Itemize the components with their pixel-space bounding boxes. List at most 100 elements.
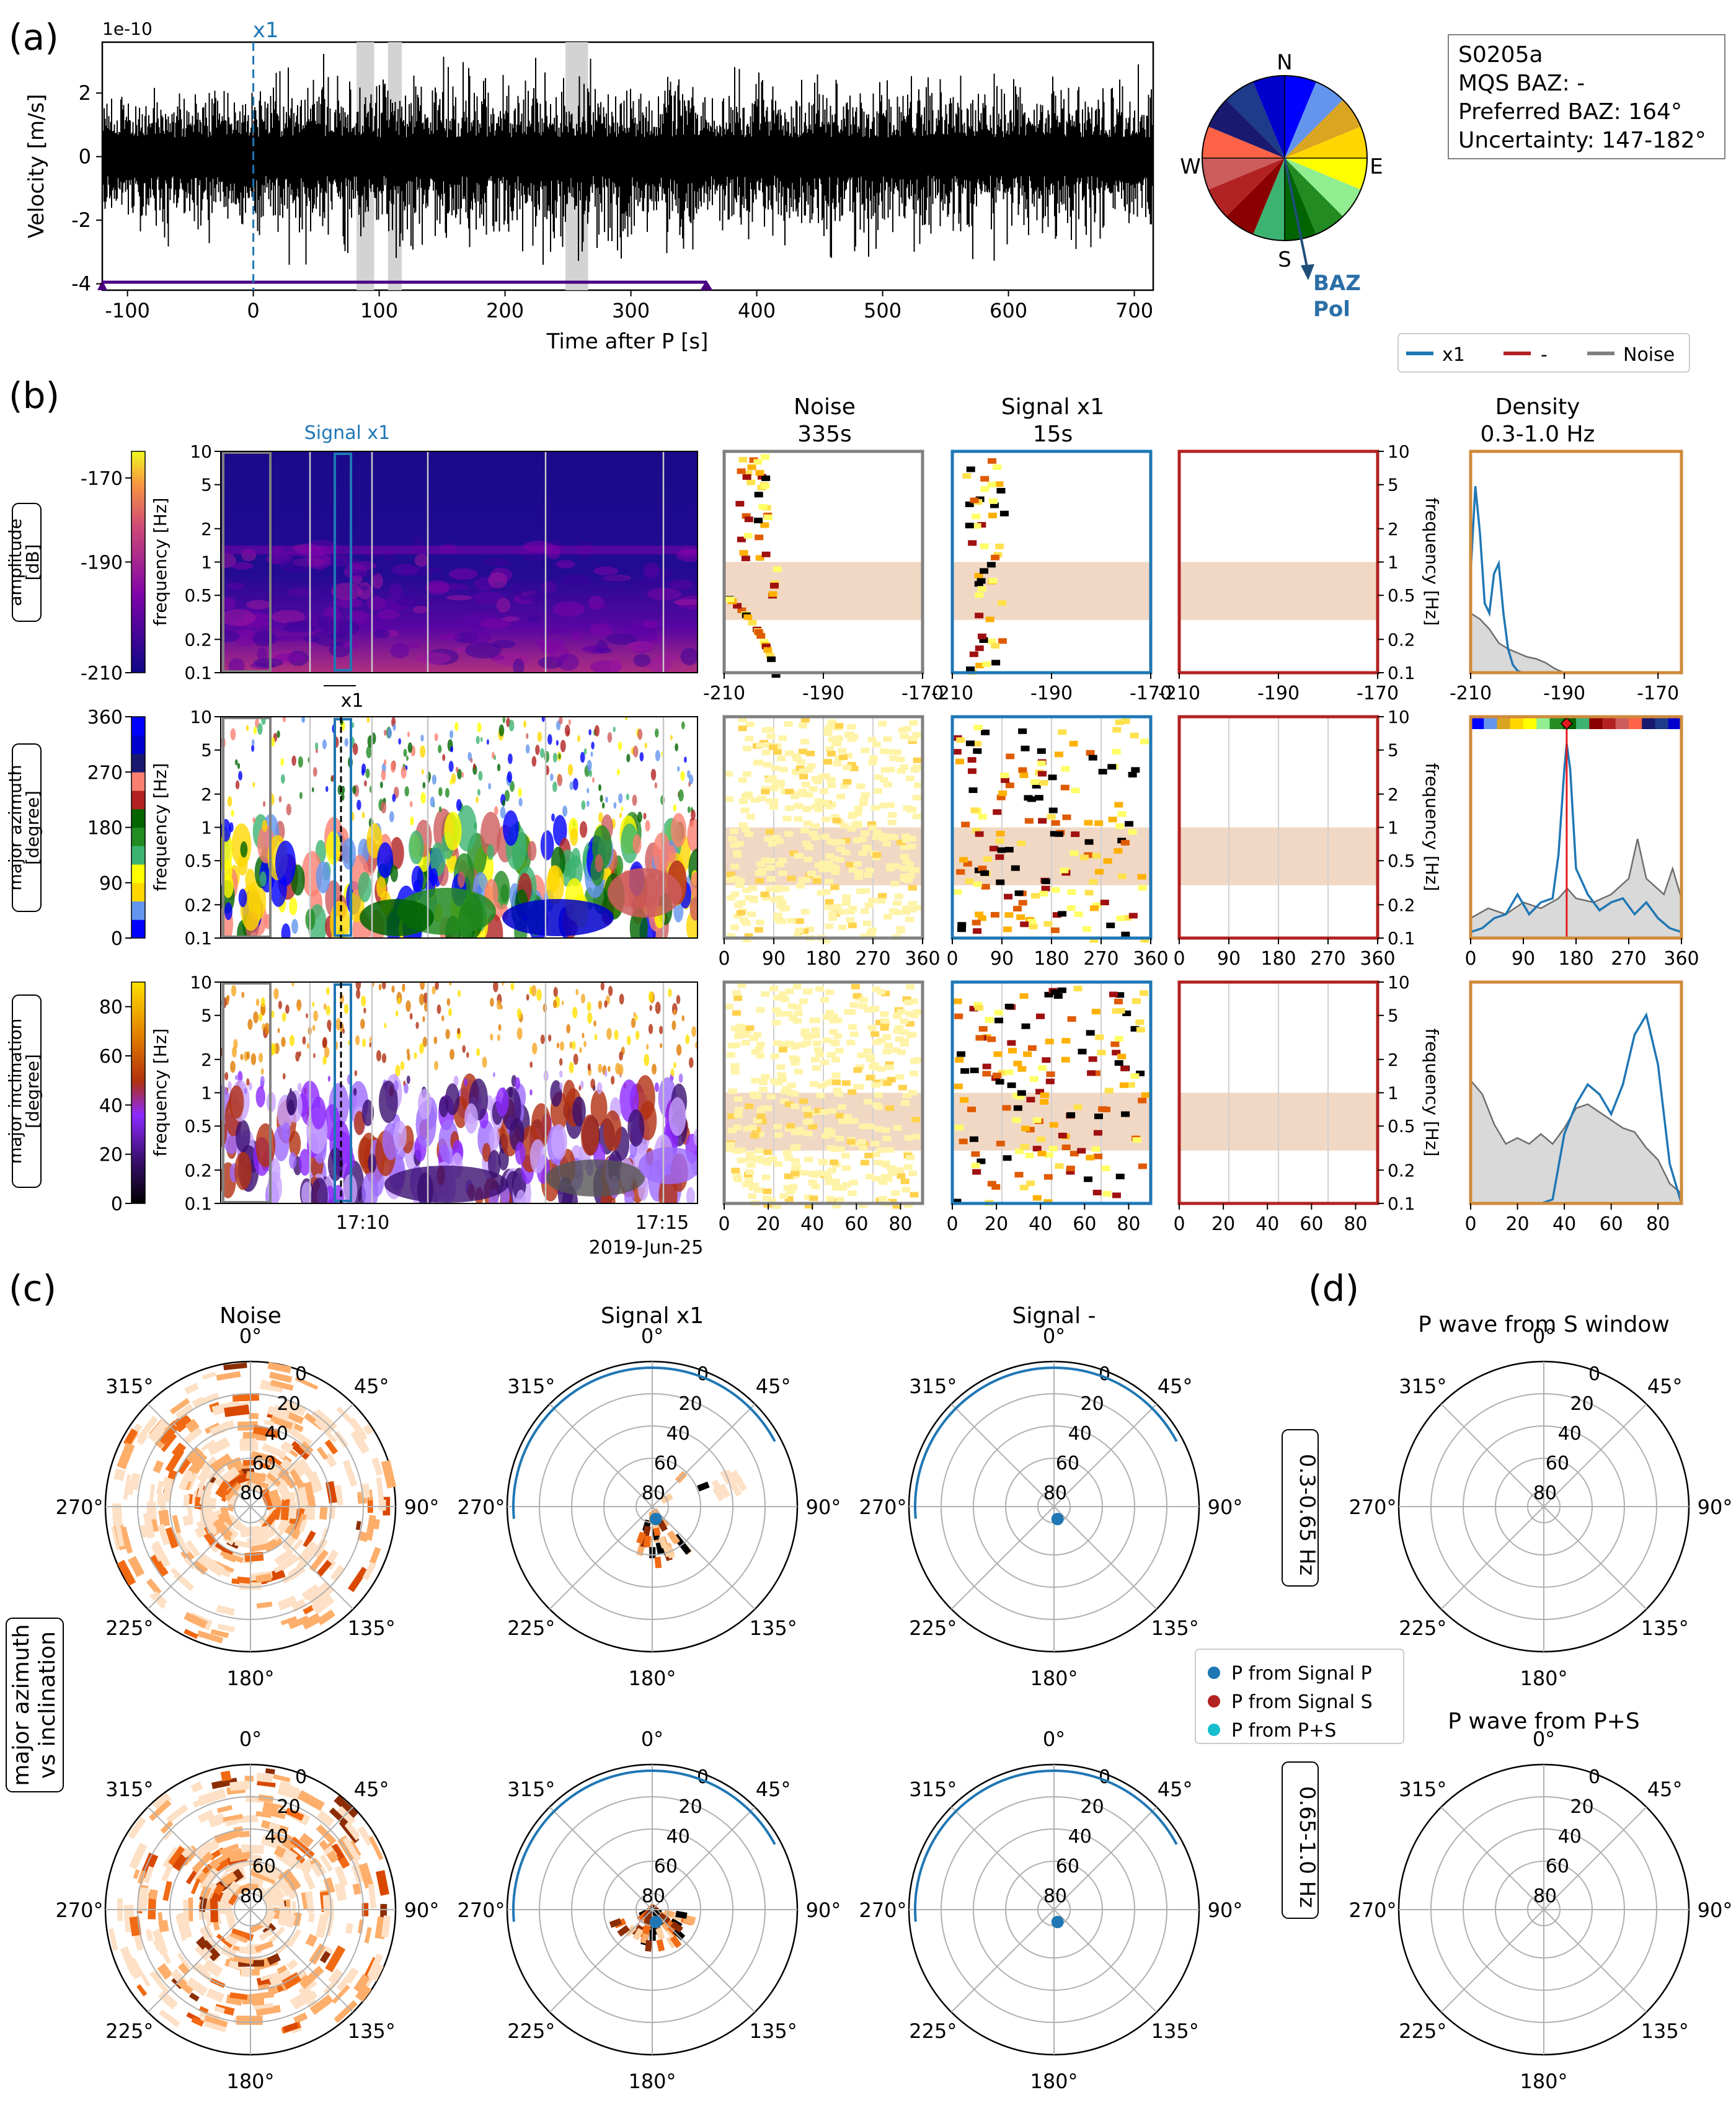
hist-cell-2-0-387 — [763, 1105, 773, 1112]
hist-cell-2-0-187 — [826, 1052, 836, 1058]
hist-cell-1-0-273 — [877, 898, 886, 904]
polar-anglelabel-5-3: 135° — [750, 2019, 797, 2043]
az-blob-223 — [590, 751, 593, 757]
az-blob-134 — [392, 724, 396, 731]
waveform-offset-text: 1e-10 — [102, 19, 153, 39]
hist-cell-2-1-129 — [994, 1009, 1003, 1016]
hist-cell-2-0-94 — [841, 1165, 851, 1171]
hist-cell-1-0-110 — [825, 866, 834, 872]
polar-noise-cell-0-258 — [298, 1519, 308, 1533]
inc-blob-141 — [490, 998, 494, 1007]
hist-xticklabel-1-1-4: 360 — [1133, 948, 1168, 970]
hist-rticklabel-2-6: 0.1 — [1388, 1194, 1415, 1214]
hist-cell-2-0-393 — [832, 1079, 841, 1086]
polar-anglelabel-2-5: 225° — [909, 1616, 957, 1640]
polar-anglelabel-6-1: 45° — [1158, 1778, 1193, 1801]
hist-cell-1-0-272 — [901, 909, 911, 915]
hist-xticklabel-1-2-2: 180 — [1260, 948, 1296, 970]
hist-cell-0-1-27 — [991, 660, 1001, 666]
polar-noise-cell-4-336 — [186, 1977, 208, 1996]
waveform-ytick-label-3: -4 — [71, 272, 91, 296]
polar-anglelabel-3-0: 0° — [1533, 1324, 1555, 1348]
hist-cell-0-1-21 — [975, 662, 985, 668]
inc-blob-368 — [422, 1037, 428, 1047]
inc-blob-302 — [493, 1072, 495, 1078]
hist-rticklabel-1-1: 5 — [1388, 740, 1399, 761]
hist-cell-2-1-125 — [1117, 1053, 1127, 1060]
hist-cell-0-0-20 — [763, 514, 773, 520]
row-label-inclination-line1: major inclination — [5, 1019, 25, 1164]
colorbar-azimuth-seg-8 — [131, 772, 145, 791]
hist-cell-2-0-38 — [748, 1193, 757, 1199]
hist-cell-1-0-344 — [856, 888, 866, 895]
hist-cell-1-0-365 — [896, 928, 905, 934]
polar-noise-cell-0-94 — [263, 1536, 283, 1553]
polar-noise-cell-4-220 — [172, 1853, 190, 1872]
polar-spoke-5-3 — [652, 1909, 756, 2013]
inc-blob-494 — [593, 1020, 596, 1027]
density-az-strip-10 — [1602, 718, 1616, 729]
hist-cell-1-0-68 — [785, 750, 794, 756]
hist-cell-1-0-201 — [827, 719, 836, 725]
noise-window-0 — [222, 451, 272, 673]
hist-cell-1-0-256 — [913, 782, 923, 789]
inc-blob-65 — [420, 982, 425, 990]
hist-cell-1-0-300 — [807, 763, 816, 769]
hist-cell-2-0-266 — [897, 1009, 906, 1015]
polar-anglelabel-1-4: 180° — [628, 1667, 676, 1690]
hist-cell-1-0-242 — [781, 886, 790, 892]
az-blob-468 — [376, 876, 386, 898]
az-blob-509 — [381, 801, 387, 814]
amp-blob-107 — [598, 575, 629, 583]
az-blob-143 — [434, 733, 438, 742]
polar-noise-cell-0-64 — [261, 1443, 287, 1459]
hist-cell-1-0-324 — [790, 794, 800, 800]
polar-noise-cell-4-62 — [152, 1792, 172, 1811]
hist-cell-1-0-6 — [840, 823, 849, 829]
polar-noise-cell-4-152 — [177, 1952, 192, 1970]
inc-blob-338 — [246, 1051, 250, 1060]
hist-cell-2-0-299 — [782, 1086, 791, 1092]
compass-wedge-1 — [1285, 82, 1344, 158]
inc-blob-465 — [529, 1139, 546, 1174]
hist-cell-1-0-78 — [805, 926, 815, 932]
density-az-strip-8 — [1576, 718, 1590, 729]
colorbar-azimuth-seg-0 — [131, 919, 145, 939]
hist-cell-2-0-154 — [829, 1029, 838, 1035]
hist-cell-0-0-16 — [754, 517, 763, 523]
hist-cell-1-0-271 — [886, 833, 895, 839]
az-blob-414 — [678, 789, 684, 802]
hist-cell-2-0-140 — [804, 1194, 813, 1200]
hist-cell-1-0-185 — [872, 742, 881, 748]
polar-noise-cell-0-299 — [267, 1406, 290, 1420]
inc-blob-355 — [559, 1082, 563, 1090]
density-az-strip-12 — [1629, 718, 1642, 729]
polar-signal-cell-5-54 — [617, 1924, 630, 1937]
polar-noise-cell-0-128 — [201, 1439, 216, 1451]
az-blob-212 — [598, 812, 603, 823]
polar-noise-cell-0-76 — [291, 1598, 307, 1612]
hist-cell-0-1-23 — [986, 562, 996, 568]
polar-noise-cell-4-209 — [344, 1967, 359, 1985]
colorbar-azimuth-seg-5 — [131, 827, 145, 846]
polar-noise-cell-4-47 — [206, 1988, 225, 2003]
legend-x1-label: x1 — [1442, 344, 1465, 366]
hist-cell-1-0-307 — [912, 732, 921, 738]
inc-blob-86 — [569, 1061, 574, 1074]
hist-cell-1-1-35 — [961, 822, 970, 828]
amp-blob-150 — [446, 595, 472, 601]
hist-cell-0-1-39 — [970, 497, 979, 503]
hist-cell-1-0-383 — [843, 779, 852, 785]
polar-noise-cell-4-141 — [229, 1992, 248, 2000]
polar-noise-cell-4-53 — [351, 1863, 365, 1884]
polar-noise-cell-4-261 — [229, 1781, 250, 1791]
hist-cell-1-1-149 — [1060, 867, 1069, 874]
hist-cell-2-0-240 — [849, 1031, 859, 1037]
polar-noise-cell-0-88 — [216, 1605, 235, 1616]
hist-cell-1-0-295 — [802, 877, 811, 883]
hist-cell-2-0-321 — [754, 1047, 763, 1053]
hist-cell-0-0-31 — [754, 629, 763, 635]
inc-blob-237 — [660, 1043, 663, 1048]
hist-cell-2-0-48 — [874, 1092, 883, 1098]
hist-cell-1-0-240 — [792, 756, 802, 762]
